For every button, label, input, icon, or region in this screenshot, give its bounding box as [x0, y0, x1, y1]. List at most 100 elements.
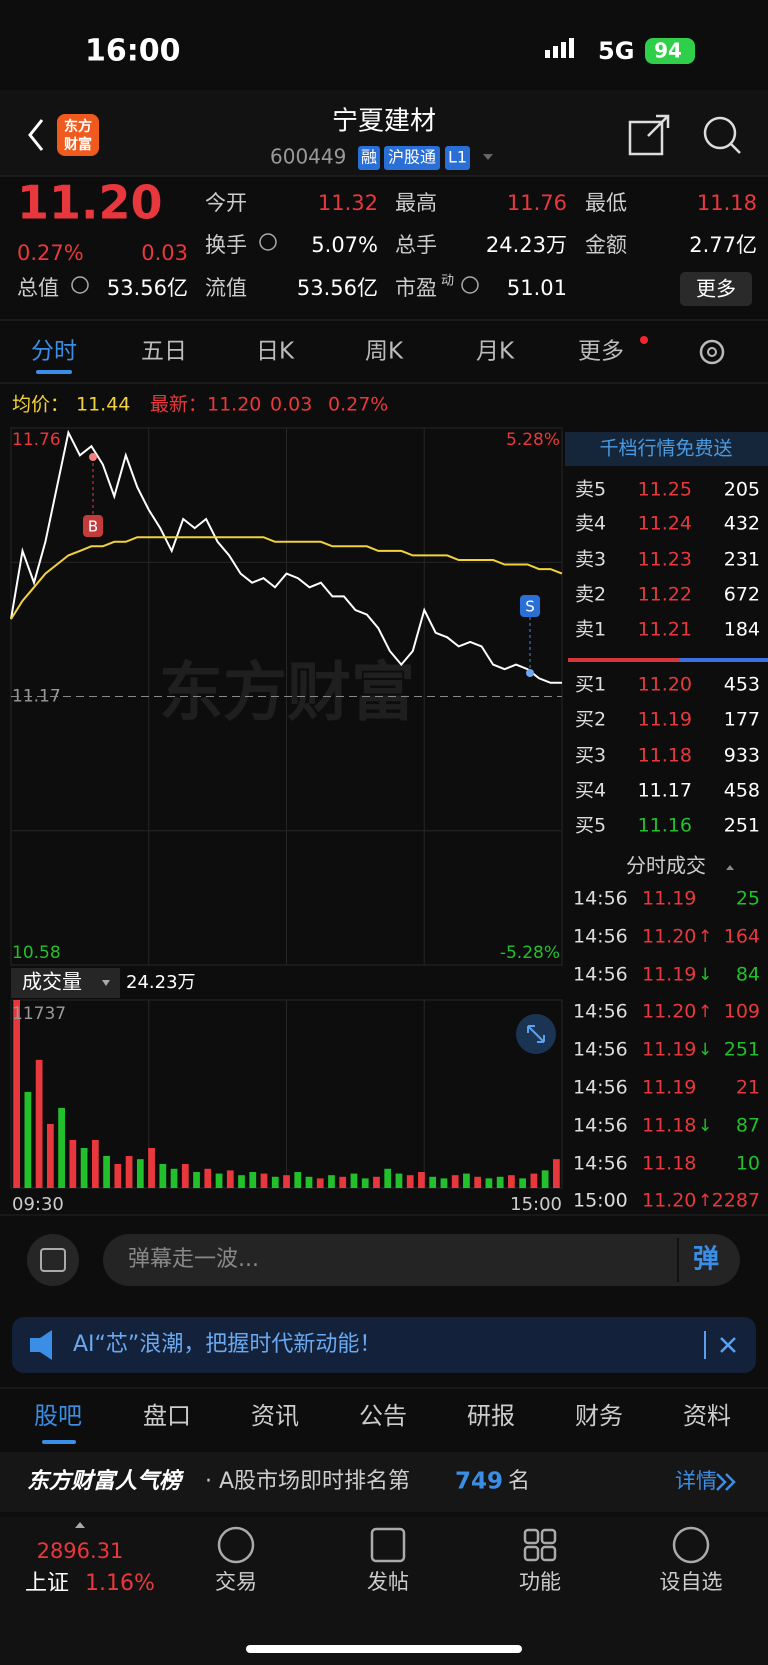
info-icon[interactable]: [71, 276, 89, 294]
volume-bar: [193, 1171, 200, 1188]
stat-value: 53.56亿: [297, 276, 378, 300]
volume-bar: [316, 1178, 324, 1188]
settings-button[interactable]: [699, 339, 725, 365]
sub-tab[interactable]: 资讯: [251, 1402, 299, 1430]
rank-text: · A股市场即时排名第: [205, 1469, 410, 1494]
legend-item: 最新：: [150, 394, 207, 416]
danmaku-placeholder[interactable]: 弹幕走一波...: [128, 1247, 259, 1272]
book-volume: 251: [724, 815, 760, 837]
home-indicator: [246, 1645, 522, 1653]
trade-time: 14:56: [573, 888, 628, 910]
volume-dropdown: [102, 980, 110, 986]
banner-bg[interactable]: [12, 1317, 756, 1373]
tab[interactable]: 五日: [141, 339, 187, 365]
info-icon[interactable]: [259, 233, 277, 251]
trade-arrow: ↑: [698, 1002, 712, 1022]
volume-bar: [80, 1147, 88, 1188]
volume-bar: [204, 1168, 212, 1188]
sub-tab[interactable]: 研报: [467, 1402, 515, 1430]
tab[interactable]: 月K: [476, 339, 515, 365]
tag: L1: [448, 148, 467, 167]
index-toggle[interactable]: [75, 1522, 85, 1528]
volume-label[interactable]: 成交量: [22, 970, 82, 994]
danmaku-input[interactable]: [103, 1234, 740, 1286]
trade-arrow: ↓: [698, 965, 712, 985]
more-label[interactable]: 更多: [696, 277, 736, 301]
expand-icon: [527, 1025, 545, 1043]
more-button[interactable]: [680, 272, 752, 306]
trade-price: 11.20: [642, 1001, 696, 1023]
legend-item: 均价：: [12, 394, 69, 416]
trades-header: 分时成交: [626, 854, 706, 878]
volume-bar: [148, 1147, 155, 1188]
volume-bar: [103, 1155, 110, 1188]
marker-box: [83, 515, 103, 537]
danmaku-settings[interactable]: [27, 1234, 79, 1286]
trade-volume: 164: [724, 926, 760, 948]
back-button[interactable]: [28, 119, 44, 151]
sub-tab[interactable]: 股吧: [34, 1402, 82, 1430]
tab[interactable]: 周K: [365, 339, 404, 365]
price-line: [10, 536, 563, 620]
sub-tab[interactable]: 资料: [683, 1402, 731, 1430]
tab[interactable]: 更多: [578, 339, 624, 365]
book-price: 11.24: [638, 513, 692, 535]
nav-item[interactable]: 设自选: [660, 1570, 723, 1594]
rank-link[interactable]: 详情: [675, 1469, 717, 1493]
info-icon[interactable]: [461, 276, 479, 294]
book-volume: 933: [724, 745, 760, 767]
book-label: 买5: [575, 815, 606, 837]
book-volume: 432: [724, 513, 760, 535]
sub-tab[interactable]: 公告: [359, 1402, 407, 1430]
volume-bar: [125, 1155, 133, 1188]
volume-bar: [24, 1091, 32, 1188]
nav-item[interactable]: 交易: [215, 1570, 257, 1594]
share-button[interactable]: [628, 120, 664, 156]
volume-bar: [339, 1176, 347, 1188]
rank-suffix: 名: [508, 1469, 530, 1494]
book-volume: 458: [724, 780, 760, 802]
volume-bar: [159, 1163, 167, 1188]
index-value[interactable]: 2896.31: [37, 1539, 124, 1563]
trade-price: 11.19: [642, 964, 696, 986]
search-button[interactable]: [703, 116, 737, 150]
collapse-icon[interactable]: [726, 865, 734, 870]
battery-level: 94: [654, 39, 682, 63]
volume-bar: [418, 1171, 425, 1188]
nav-icon-watch: [672, 1526, 710, 1564]
order-book-header-bg: [565, 432, 768, 466]
change: 0.03: [141, 241, 188, 265]
tab[interactable]: 日K: [256, 339, 295, 365]
volume-bar: [406, 1175, 414, 1188]
order-book-header[interactable]: 千档行情免费送: [599, 438, 732, 460]
book-label: 卖3: [575, 549, 606, 571]
dropdown[interactable]: [483, 154, 493, 160]
stat-value: 51.01: [507, 276, 567, 300]
volume-bar: [530, 1173, 538, 1188]
danmaku-button[interactable]: 弹: [693, 1245, 719, 1275]
volume-bar: [350, 1173, 358, 1188]
volume-bar: [283, 1175, 290, 1188]
stat-value: 5.07%: [311, 233, 378, 257]
stat-value: 24.23万: [486, 233, 567, 257]
banner-close[interactable]: [720, 1337, 736, 1353]
trade-volume: 21: [736, 1077, 760, 1099]
volume-selector[interactable]: [11, 968, 120, 998]
banner-text[interactable]: AI“芯”浪潮，把握时代新动能！: [73, 1332, 381, 1357]
stat-value: 11.18: [697, 191, 757, 215]
marker-box: [520, 595, 540, 617]
book-price: 11.22: [638, 584, 692, 606]
nav-item[interactable]: 发帖: [367, 1570, 409, 1594]
sub-tab[interactable]: 财务: [575, 1402, 623, 1430]
volume-bar: [226, 1170, 234, 1188]
book-price: 11.19: [638, 709, 692, 731]
tab[interactable]: 分时: [31, 339, 77, 365]
book-label: 卖5: [575, 479, 606, 501]
book-label: 买4: [575, 780, 606, 802]
nav-item[interactable]: 功能: [519, 1570, 561, 1594]
network: 5G: [598, 37, 634, 65]
sub-tab[interactable]: 盘口: [143, 1402, 191, 1430]
stat-label: 总手: [395, 233, 437, 257]
volume-bar: [553, 1159, 560, 1188]
trade-arrow: ↓: [698, 1040, 712, 1060]
